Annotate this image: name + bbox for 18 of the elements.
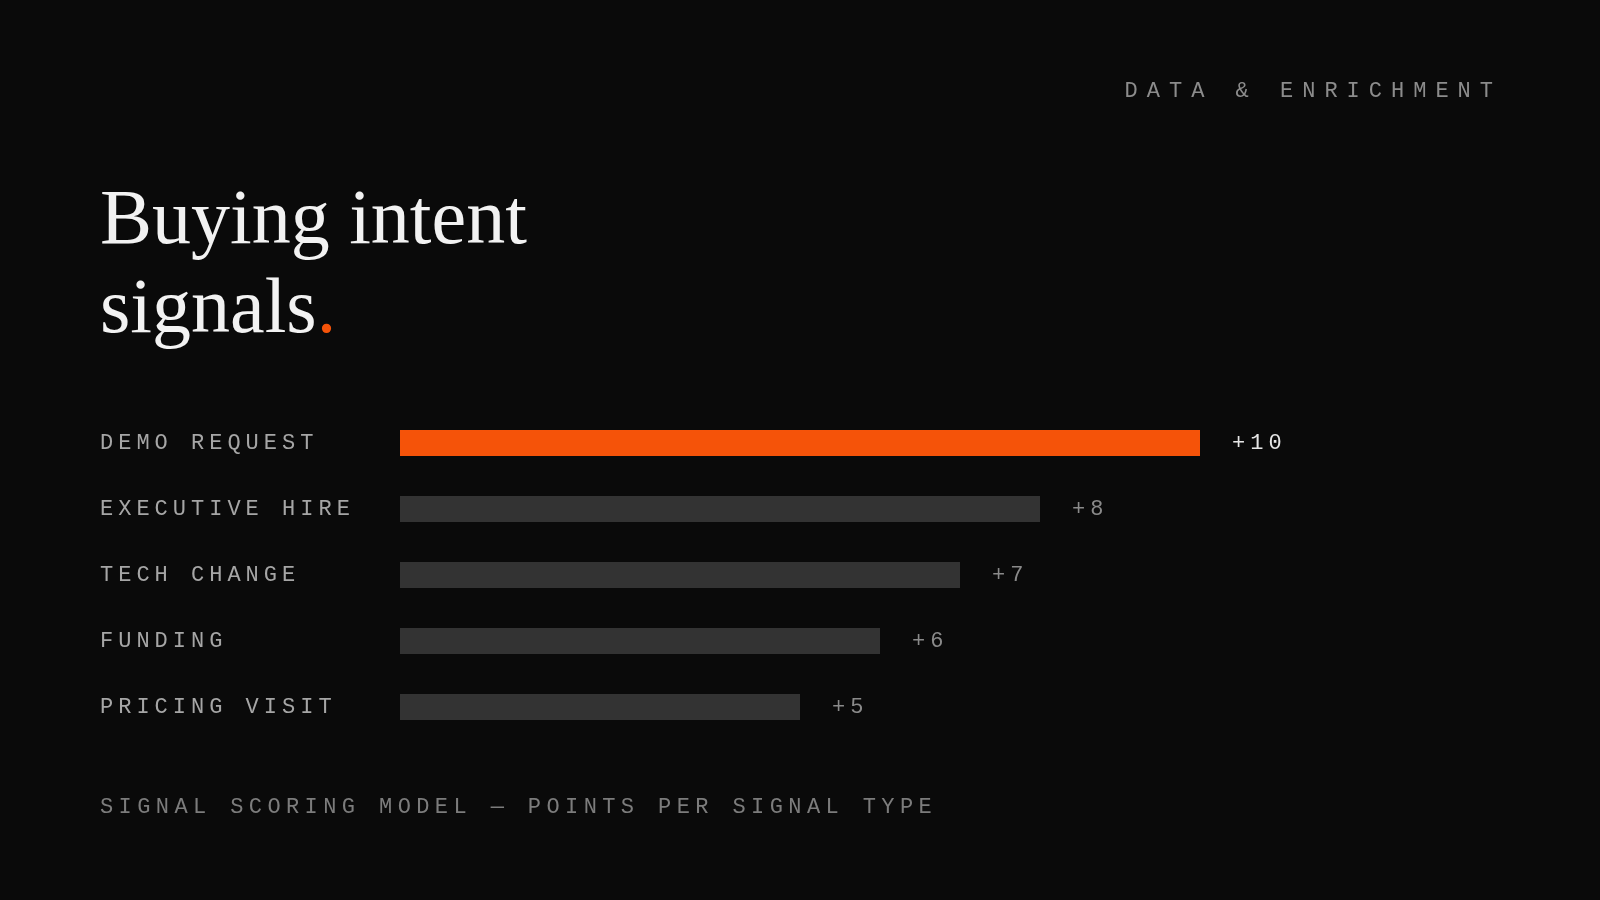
bar — [400, 496, 1040, 522]
bar — [400, 562, 960, 588]
data-label: +5 — [832, 694, 869, 720]
data-label: +6 — [912, 628, 949, 654]
data-label: +7 — [992, 562, 1029, 588]
y-tick-label: DEMO REQUEST — [100, 430, 319, 456]
y-tick-label: EXECUTIVE HIRE — [100, 496, 355, 522]
bar — [400, 628, 880, 654]
data-label: +8 — [1072, 496, 1109, 522]
bar — [400, 430, 1200, 456]
text: DATA & ENRICHMENT — [1124, 79, 1502, 104]
y-tick-label: PRICING VISIT — [100, 694, 337, 720]
y-tick-label: TECH CHANGE — [100, 562, 301, 588]
chart-title: Buying intent signals. — [100, 172, 528, 350]
data-label: +10 — [1232, 430, 1287, 456]
y-tick-label: FUNDING — [100, 628, 228, 654]
text: SIGNAL SCORING MODEL — POINTS PER SIGNAL TYPE — [100, 795, 938, 820]
bar — [400, 694, 800, 720]
